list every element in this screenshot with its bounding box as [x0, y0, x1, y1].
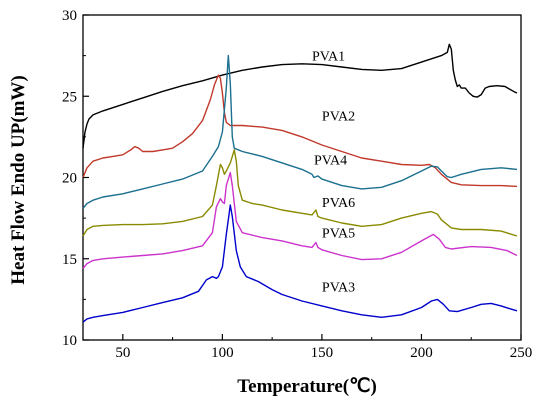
series-label-pva5: PVA5 — [322, 227, 355, 242]
y-tick-label: 20 — [62, 171, 77, 187]
y-tick-label: 30 — [62, 8, 77, 24]
y-tick-label: 25 — [62, 89, 77, 105]
series-label-pva2: PVA2 — [322, 110, 355, 125]
series-label-pva1: PVA1 — [312, 50, 345, 65]
y-tick-label: 15 — [62, 252, 77, 268]
x-tick-label: 250 — [510, 345, 533, 361]
y-axis-title: Heat Flow Endo UP(mW) — [8, 75, 29, 285]
x-tick-label: 150 — [311, 345, 334, 361]
series-layer — [82, 43, 518, 323]
series-line-pva5 — [82, 171, 518, 269]
axis-ticks: 50 100 150 200 250 10 15 20 25 30 — [62, 8, 532, 361]
x-axis-title: Temperature(℃) — [237, 376, 377, 397]
series-label-pva4: PVA4 — [314, 154, 347, 169]
series-line-pva6 — [82, 149, 518, 237]
y-tick-label: 10 — [62, 333, 77, 349]
series-line-pva3 — [82, 204, 518, 323]
x-tick-label: 200 — [410, 345, 433, 361]
series-line-pva4 — [82, 54, 518, 209]
series-line-pva2 — [82, 74, 518, 188]
series-label-pva6: PVA6 — [322, 196, 355, 211]
series-labels: PVA1 PVA2 PVA4 PVA6 PVA5 PVA3 — [312, 50, 355, 296]
x-tick-label: 100 — [211, 345, 234, 361]
series-label-pva3: PVA3 — [322, 280, 355, 295]
series-line-pva1 — [82, 43, 518, 149]
x-tick-label: 50 — [115, 345, 130, 361]
